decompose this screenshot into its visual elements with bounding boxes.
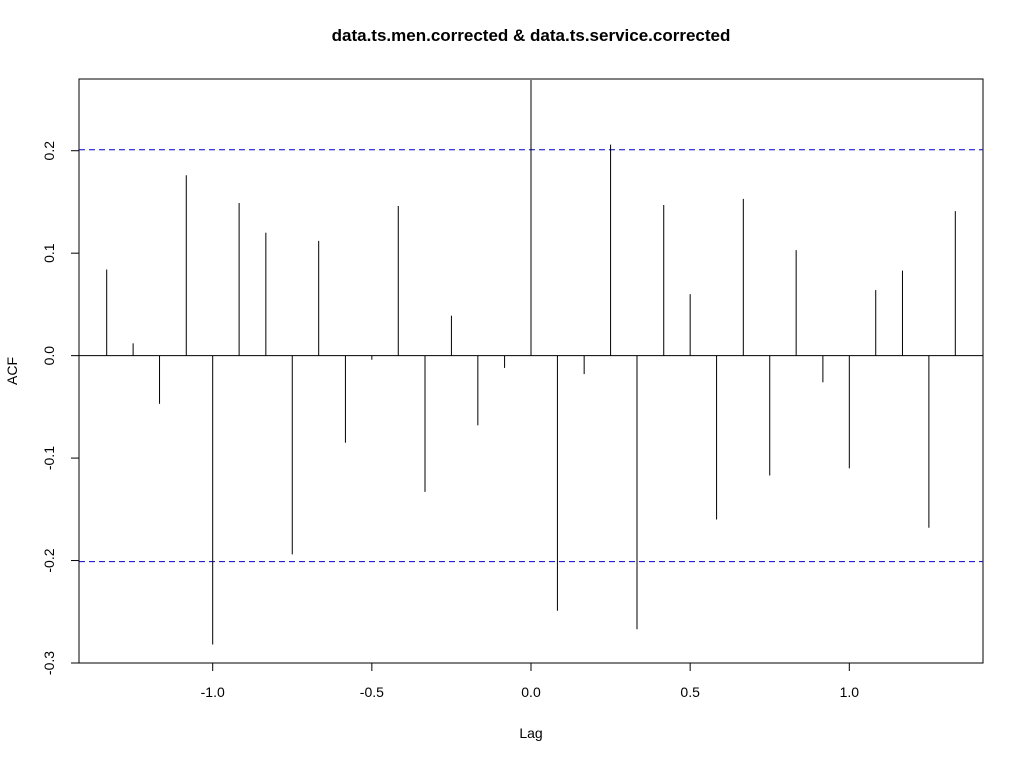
acf-bars — [106, 80, 956, 645]
y-tick-label: -0.3 — [41, 651, 57, 675]
y-tick-label: 0.2 — [41, 141, 57, 161]
y-tick-label: -0.1 — [41, 446, 57, 470]
x-tick-label: 1.0 — [840, 684, 860, 700]
y-axis-label: ACF — [4, 357, 20, 385]
y-tick-label: -0.2 — [41, 548, 57, 572]
x-tick-label: -1.0 — [201, 684, 225, 700]
y-tick-label: 0.0 — [41, 346, 57, 366]
x-axis: -1.0 -0.5 0.0 0.5 1.0 — [201, 662, 860, 700]
y-axis: -0.3 -0.2 -0.1 0.0 0.1 0.2 — [41, 141, 80, 675]
chart-title: data.ts.men.corrected & data.ts.service.… — [332, 26, 731, 45]
x-tick-label: 0.0 — [521, 684, 541, 700]
x-tick-label: -0.5 — [360, 684, 384, 700]
x-tick-label: 0.5 — [680, 684, 700, 700]
x-axis-label: Lag — [519, 725, 542, 741]
y-tick-label: 0.1 — [41, 243, 57, 263]
